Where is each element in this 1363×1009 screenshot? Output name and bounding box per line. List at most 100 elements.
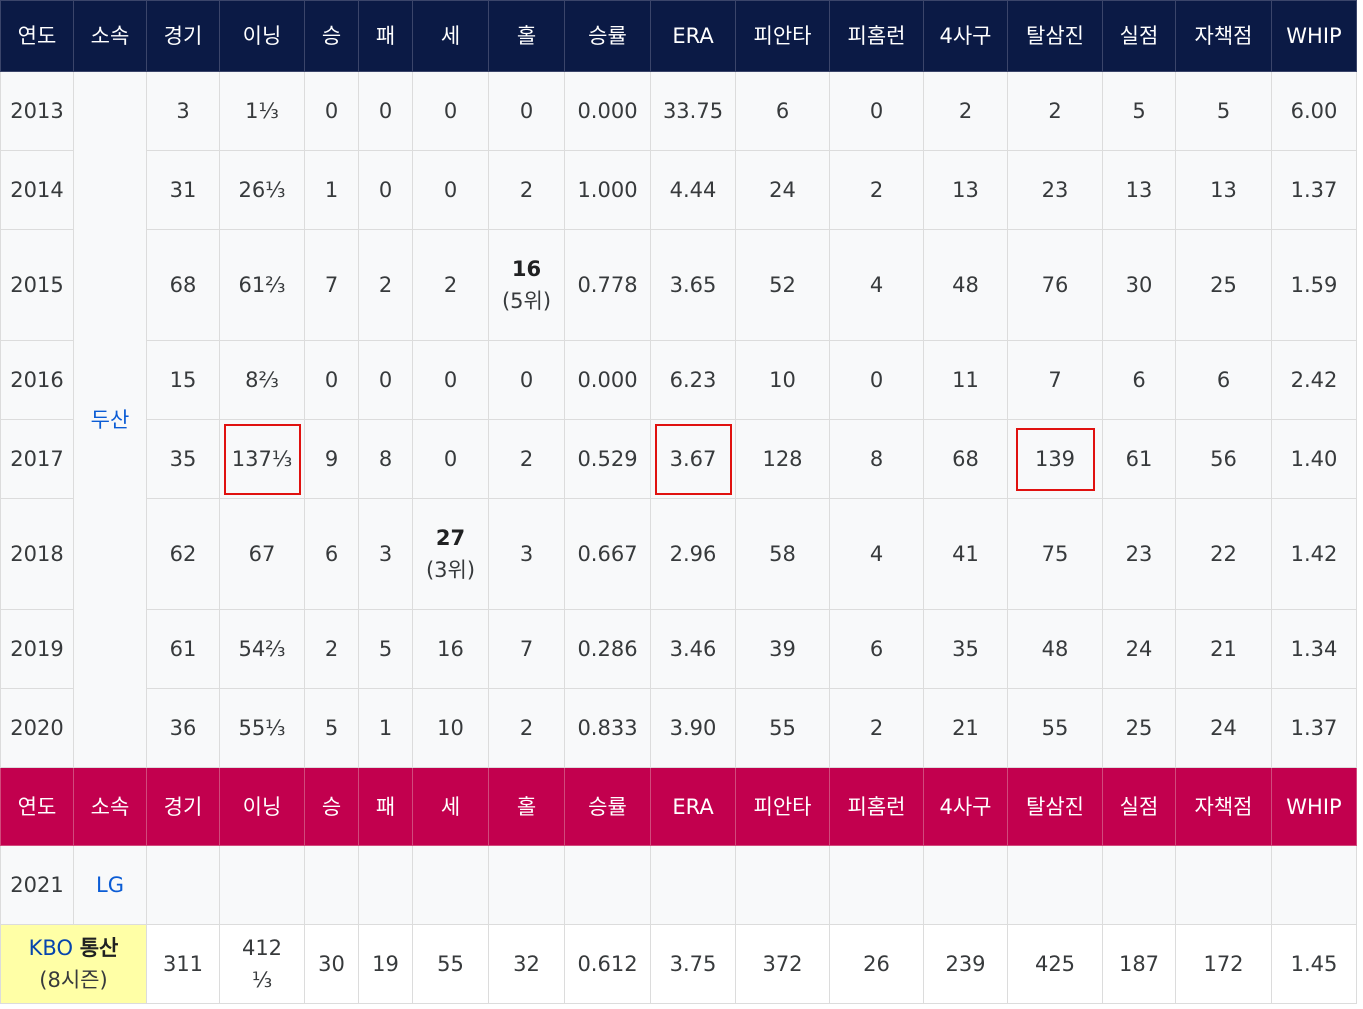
saves-cell: 2 <box>412 229 489 341</box>
win-pct-cell: 0.833 <box>564 688 651 768</box>
holds-cell: 16 (5위) <box>488 229 565 341</box>
whip-cell: 1.45 <box>1271 924 1357 1004</box>
era-cell: 4.44 <box>650 150 736 230</box>
wins-cell: 30 <box>304 924 359 1004</box>
hits-cell: 24 <box>735 150 830 230</box>
era-cell-highlighted: 3.67 <box>650 419 736 499</box>
runs-cell: 5 <box>1102 71 1176 151</box>
losses-cell: 0 <box>358 340 413 420</box>
table-row: 2018 62 67 6 3 27 (3위) 3 0.667 2.96 58 4 … <box>0 498 1357 610</box>
wins-cell: 1 <box>304 150 359 230</box>
saves-cell: 55 <box>412 924 489 1004</box>
win-pct-cell: 0.778 <box>564 229 651 341</box>
whip-cell: 1.37 <box>1271 688 1357 768</box>
col-header-saves: 세 <box>412 0 489 72</box>
saves-cell: 27 (3위) <box>412 498 489 610</box>
team-cell: LG <box>73 845 147 925</box>
runs-cell: 24 <box>1102 609 1176 689</box>
home-runs-cell: 0 <box>829 71 924 151</box>
strikeouts-cell: 7 <box>1007 340 1103 420</box>
team-link-doosan[interactable]: 두산 <box>90 407 130 432</box>
year-cell: 2016 <box>0 340 74 420</box>
era-cell: 3.75 <box>650 924 736 1004</box>
totals-seasons: (8시즌) <box>39 968 108 992</box>
innings-cell: 55⅓ <box>219 688 305 768</box>
empty-cell <box>650 845 736 925</box>
earned-runs-cell: 13 <box>1175 150 1272 230</box>
col-header-win-pct: 승률 <box>564 0 651 72</box>
win-pct-cell: 0.529 <box>564 419 651 499</box>
kbo-link[interactable]: KBO <box>28 936 73 960</box>
team-cell: 두산 <box>73 71 147 768</box>
games-cell: 311 <box>146 924 220 1004</box>
col-header-year: 연도 <box>0 0 74 72</box>
col-header-win-pct: 승률 <box>564 767 651 846</box>
era-cell: 33.75 <box>650 71 736 151</box>
strikeouts-cell: 48 <box>1007 609 1103 689</box>
empty-cell <box>488 845 565 925</box>
wins-cell: 9 <box>304 419 359 499</box>
era-cell: 3.65 <box>650 229 736 341</box>
table-row: 2021 LG <box>0 845 1357 925</box>
table-row: 2015 68 61⅔ 7 2 2 16 (5위) 0.778 3.65 52 4… <box>0 229 1357 341</box>
empty-cell <box>564 845 651 925</box>
whip-cell: 1.34 <box>1271 609 1357 689</box>
empty-cell <box>1102 845 1176 925</box>
whip-cell: 1.59 <box>1271 229 1357 341</box>
year-cell: 2017 <box>0 419 74 499</box>
whip-cell: 1.37 <box>1271 150 1357 230</box>
table-row: 2016 15 8⅔ 0 0 0 0 0.000 6.23 10 0 11 7 … <box>0 340 1357 420</box>
col-header-earned-runs: 자책점 <box>1175 0 1272 72</box>
win-pct-cell: 0.286 <box>564 609 651 689</box>
col-header-saves: 세 <box>412 767 489 846</box>
innings-cell: 412⅓ <box>219 924 305 1004</box>
year-cell: 2021 <box>0 845 74 925</box>
empty-cell <box>735 845 830 925</box>
walks-cell: 11 <box>923 340 1008 420</box>
strikeouts-cell: 425 <box>1007 924 1103 1004</box>
games-cell: 36 <box>146 688 220 768</box>
runs-cell: 30 <box>1102 229 1176 341</box>
col-header-holds: 홀 <box>488 0 565 72</box>
losses-cell: 8 <box>358 419 413 499</box>
holds-cell: 2 <box>488 688 565 768</box>
col-header-innings: 이닝 <box>219 767 305 846</box>
col-header-walks: 4사구 <box>923 767 1008 846</box>
games-cell: 31 <box>146 150 220 230</box>
team-link-lg[interactable]: LG <box>96 873 124 897</box>
col-header-wins: 승 <box>304 767 359 846</box>
strikeouts-cell: 55 <box>1007 688 1103 768</box>
header-row: 연도 소속 경기 이닝 승 패 세 홀 승률 ERA 피안타 피홈런 4사구 탈… <box>0 0 1357 72</box>
hits-cell: 6 <box>735 71 830 151</box>
runs-cell: 6 <box>1102 340 1176 420</box>
col-header-era: ERA <box>650 767 736 846</box>
earned-runs-cell: 21 <box>1175 609 1272 689</box>
innings-cell: 61⅔ <box>219 229 305 341</box>
col-header-team: 소속 <box>73 767 147 846</box>
walks-cell: 13 <box>923 150 1008 230</box>
col-header-whip: WHIP <box>1271 767 1357 846</box>
hits-cell: 372 <box>735 924 830 1004</box>
strikeouts-cell: 23 <box>1007 150 1103 230</box>
empty-cell <box>1175 845 1272 925</box>
col-header-earned-runs: 자책점 <box>1175 767 1272 846</box>
home-runs-cell: 4 <box>829 498 924 610</box>
empty-cell <box>146 845 220 925</box>
col-header-home-runs: 피홈런 <box>829 767 924 846</box>
saves-value: 27 <box>435 526 466 550</box>
col-header-strikeouts: 탈삼진 <box>1007 0 1103 72</box>
hits-cell: 39 <box>735 609 830 689</box>
col-header-home-runs: 피홈런 <box>829 0 924 72</box>
saves-cell: 16 <box>412 609 489 689</box>
whip-cell: 6.00 <box>1271 71 1357 151</box>
runs-cell: 23 <box>1102 498 1176 610</box>
win-pct-cell: 0.612 <box>564 924 651 1004</box>
empty-cell <box>412 845 489 925</box>
year-cell: 2018 <box>0 498 74 610</box>
hits-cell: 52 <box>735 229 830 341</box>
era-cell: 2.96 <box>650 498 736 610</box>
strikeouts-cell-highlighted: 139 <box>1007 419 1103 499</box>
walks-cell: 41 <box>923 498 1008 610</box>
games-cell: 68 <box>146 229 220 341</box>
holds-cell: 2 <box>488 150 565 230</box>
